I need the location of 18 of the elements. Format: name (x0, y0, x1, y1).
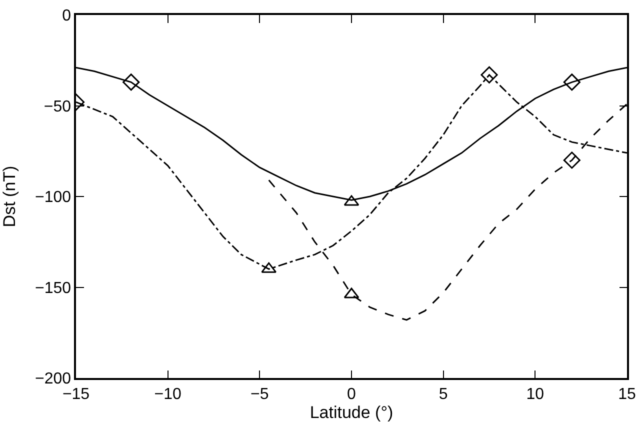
y-tick-label: −200 (35, 370, 72, 388)
point (563, 152, 580, 169)
y-tick-label: 0 (62, 8, 72, 25)
x-tick-label: −10 (154, 386, 182, 403)
y-tick-label: −150 (35, 280, 72, 297)
x-tick-label: 15 (618, 386, 636, 403)
y-axis-title: Dst (nT) (0, 166, 20, 228)
x-tick-label: 10 (526, 386, 544, 403)
x-axis-title: Latitude (°) (310, 402, 394, 422)
x-tick-label: −5 (250, 386, 269, 403)
x-tick-label: −15 (62, 386, 90, 403)
point (480, 66, 498, 84)
point (122, 74, 140, 91)
x-tick-label: 5 (438, 386, 448, 403)
x-tick-label: 0 (347, 386, 356, 403)
y-tick-label: −50 (44, 98, 72, 116)
y-tick-label: −100 (35, 189, 72, 206)
point (563, 74, 580, 91)
